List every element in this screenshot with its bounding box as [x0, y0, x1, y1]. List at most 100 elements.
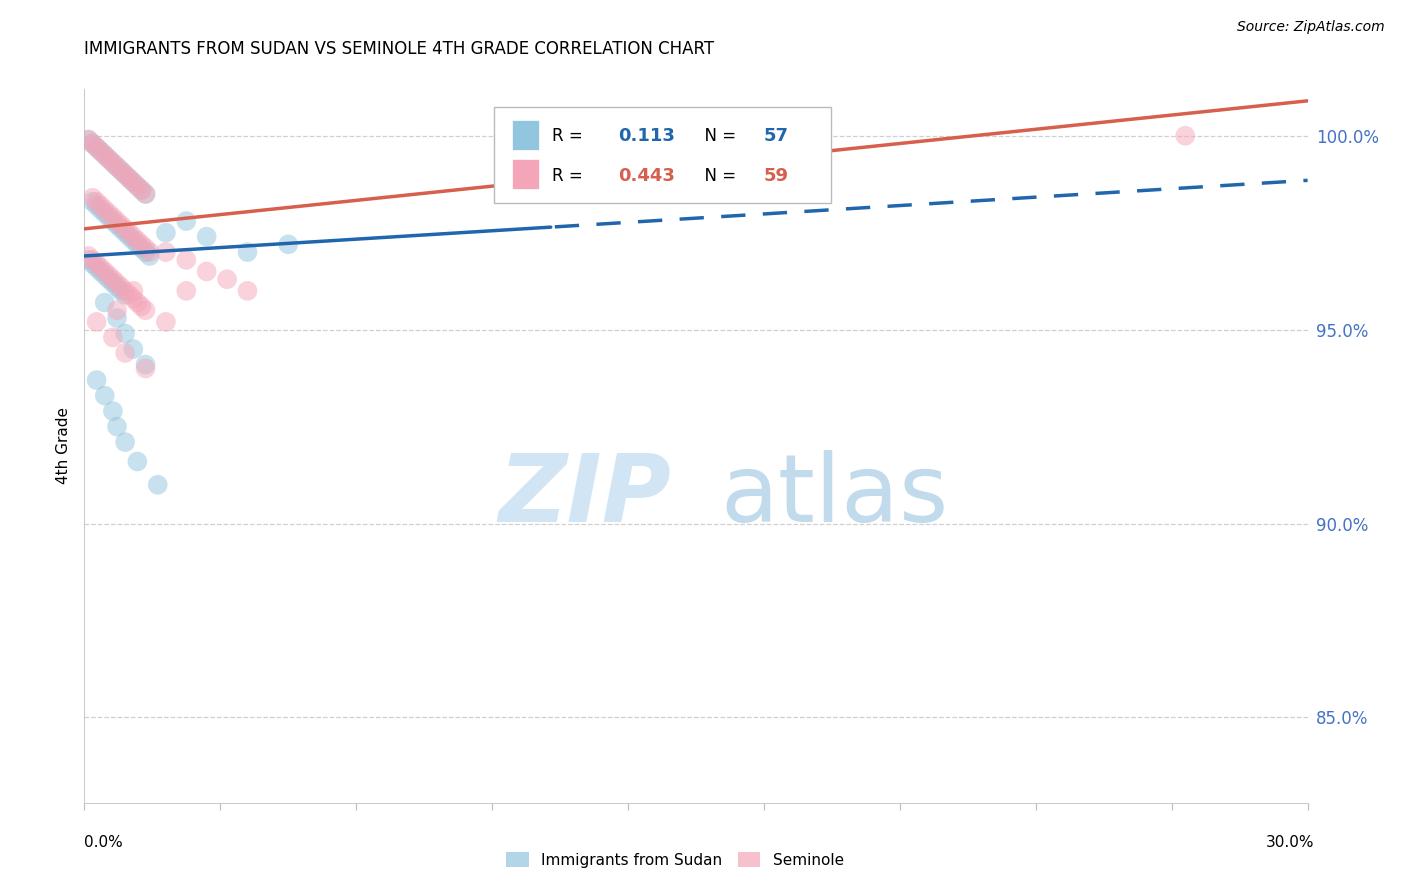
Point: [90, 198, 112, 212]
Point: [105, 160, 128, 174]
Text: 0.443: 0.443: [617, 167, 675, 185]
Point: [77, 252, 100, 267]
Text: R =: R =: [551, 167, 588, 185]
Text: 57: 57: [763, 128, 789, 145]
Bar: [513, 159, 540, 189]
Point: [127, 295, 149, 310]
Point: [135, 186, 157, 201]
Point: [105, 311, 128, 326]
Point: [118, 171, 141, 186]
Point: [131, 299, 153, 313]
Point: [138, 245, 160, 260]
Point: [110, 163, 132, 178]
Point: [105, 218, 128, 232]
Text: atlas: atlas: [720, 450, 949, 542]
Point: [82, 257, 104, 271]
Point: [97, 268, 120, 283]
Point: [101, 214, 124, 228]
Point: [77, 133, 100, 147]
Bar: [513, 120, 540, 150]
Text: 0.113: 0.113: [617, 128, 675, 145]
Point: [105, 276, 128, 290]
Point: [110, 222, 132, 236]
Point: [114, 287, 136, 301]
Point: [155, 226, 177, 240]
Point: [90, 202, 112, 217]
Point: [122, 175, 145, 189]
Point: [138, 249, 160, 263]
Point: [105, 214, 128, 228]
Point: [93, 148, 117, 162]
Point: [93, 206, 117, 220]
Point: [118, 287, 141, 301]
Point: [101, 156, 124, 170]
Point: [101, 330, 124, 344]
FancyBboxPatch shape: [494, 107, 831, 203]
Point: [86, 194, 108, 209]
Point: [86, 260, 108, 275]
Point: [146, 477, 169, 491]
Text: Source: ZipAtlas.com: Source: ZipAtlas.com: [1237, 20, 1385, 34]
Point: [90, 264, 112, 278]
Point: [114, 435, 136, 450]
Point: [277, 237, 299, 252]
Point: [90, 145, 112, 159]
Point: [135, 303, 157, 318]
Point: [122, 234, 145, 248]
Point: [97, 152, 120, 166]
Point: [110, 163, 132, 178]
Point: [105, 280, 128, 294]
Point: [82, 252, 104, 267]
Point: [97, 272, 120, 286]
Point: [131, 241, 153, 255]
Point: [86, 140, 108, 154]
Point: [93, 295, 117, 310]
Point: [176, 284, 198, 298]
Point: [176, 252, 198, 267]
Point: [93, 264, 117, 278]
Point: [135, 245, 157, 260]
Point: [236, 245, 259, 260]
Point: [110, 284, 132, 298]
Point: [105, 419, 128, 434]
Point: [114, 326, 136, 341]
Point: [135, 186, 157, 201]
Point: [131, 237, 153, 252]
Point: [77, 249, 100, 263]
Point: [93, 148, 117, 162]
Text: 0.0%: 0.0%: [84, 836, 124, 850]
Point: [135, 361, 157, 376]
Point: [110, 218, 132, 232]
Point: [122, 175, 145, 189]
Point: [82, 136, 104, 151]
Text: N =: N =: [693, 128, 741, 145]
Point: [122, 292, 145, 306]
Point: [110, 280, 132, 294]
Point: [101, 276, 124, 290]
Text: R =: R =: [551, 128, 588, 145]
Point: [101, 210, 124, 224]
Point: [90, 145, 112, 159]
Point: [86, 315, 108, 329]
Point: [131, 183, 153, 197]
Point: [82, 136, 104, 151]
Point: [86, 257, 108, 271]
Point: [127, 454, 149, 468]
Point: [93, 202, 117, 217]
Text: ZIP: ZIP: [499, 450, 672, 542]
Point: [105, 160, 128, 174]
Point: [195, 229, 218, 244]
Point: [114, 346, 136, 360]
Point: [127, 237, 149, 252]
Point: [118, 171, 141, 186]
Point: [122, 229, 145, 244]
Legend: Immigrants from Sudan, Seminole: Immigrants from Sudan, Seminole: [501, 846, 849, 873]
Point: [135, 241, 157, 255]
Point: [1174, 128, 1197, 143]
Point: [101, 404, 124, 418]
Point: [86, 140, 108, 154]
Point: [118, 226, 141, 240]
Point: [97, 210, 120, 224]
Point: [114, 284, 136, 298]
Point: [114, 222, 136, 236]
